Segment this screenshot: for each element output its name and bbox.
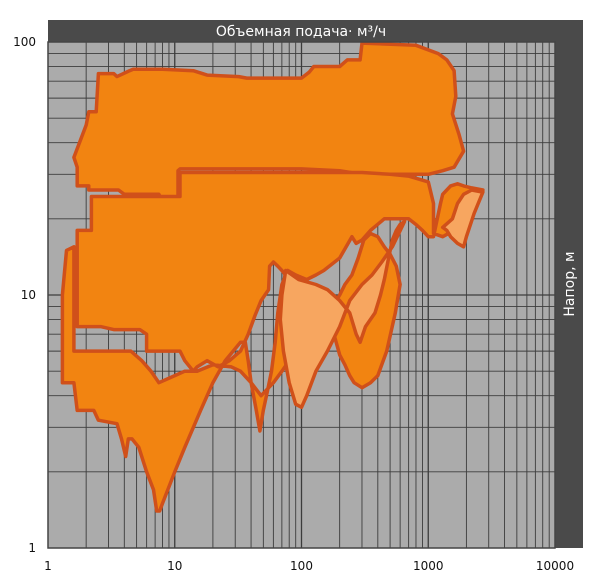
- x-tick-label: 10000: [536, 559, 574, 573]
- x-tick-label: 10: [167, 559, 182, 573]
- y-tick-label: 10: [21, 288, 36, 302]
- plot-frame: [47, 41, 556, 549]
- series-layer: [60, 41, 485, 513]
- y-tick-label: 1: [28, 541, 36, 555]
- title-bar: [48, 20, 555, 42]
- chart-title: Объемная подача· м³/ч: [216, 24, 386, 40]
- x-tick-label: 1: [44, 559, 52, 573]
- y-tick-label: 100: [13, 35, 36, 49]
- series-range-extension-2: [440, 188, 485, 249]
- ylabel-bar: [555, 20, 583, 548]
- x-axis-ticks: 1 10 100 1000 10000: [44, 559, 574, 573]
- y-axis-label: Напор, м: [562, 251, 578, 316]
- x-tick-label: 1000: [413, 559, 444, 573]
- series-range-extension: [278, 219, 407, 410]
- y-axis-ticks: 1 10 100: [13, 35, 36, 555]
- x-tick-label: 100: [290, 559, 313, 573]
